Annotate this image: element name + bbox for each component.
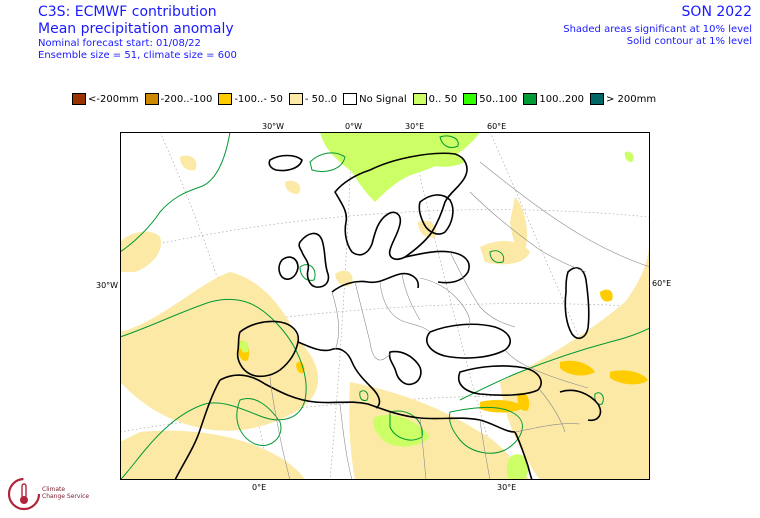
legend-swatch (218, 93, 233, 105)
legend-label: <-200mm (88, 93, 139, 105)
legend-swatch (523, 93, 538, 105)
forecast-start-label: Nominal forecast start: 01/08/22 (38, 38, 201, 49)
legend-label: No Signal (359, 93, 407, 105)
map-title: C3S: ECMWF contribution (38, 4, 217, 20)
shaded-significance-note: Shaded areas significant at 10% level (563, 24, 752, 35)
logo-emblem (7, 477, 41, 511)
legend-label: 100..200 (539, 93, 584, 105)
precipitation-anomaly-map (120, 132, 650, 480)
ensemble-size-label: Ensemble size = 51, climate size = 600 (38, 50, 237, 61)
legend-swatch (72, 93, 86, 105)
color-legend: <-200mm -200..-100 -100..- 50 - 50..0 No… (72, 92, 732, 106)
significance-contours (120, 132, 650, 480)
coastlines (174, 152, 602, 480)
legend-item: <-200mm (72, 93, 139, 105)
header-right: SON 2022 Shaded areas significant at 10%… (563, 4, 752, 48)
legend-label: > 200mm (605, 93, 657, 105)
climate-change-service-logo: Climate Change Service (4, 474, 100, 514)
legend-label: 0.. 50 (428, 93, 458, 105)
lon-label-top: 30°W (262, 122, 285, 131)
legend-item: -100..- 50 (218, 93, 283, 105)
lon-label-top: 60°E (487, 122, 507, 131)
country-borders (269, 161, 650, 480)
negative-anomaly-moderate (237, 289, 648, 413)
legend-item: 0.. 50 (412, 93, 458, 105)
lon-label-right: 60°E (652, 279, 672, 288)
legend-swatch (288, 93, 303, 105)
logo-text: Climate Change Service (42, 486, 90, 500)
legend-label: -100..- 50 (234, 93, 283, 105)
legend-item: 100..200 (523, 93, 584, 105)
legend-item: > 200mm (589, 93, 657, 105)
map-subtitle: Mean precipitation anomaly (38, 21, 234, 37)
lon-label-top: 0°W (345, 122, 362, 131)
legend-label: - 50..0 (304, 93, 338, 105)
legend-swatch (343, 93, 358, 105)
legend-swatch (144, 93, 159, 105)
legend-item: 50..100 (463, 93, 517, 105)
legend-swatch (589, 93, 604, 105)
contour-significance-note: Solid contour at 1% level (626, 36, 752, 47)
lon-label-bottom: 0°E (252, 483, 267, 492)
season-label: SON 2022 (681, 4, 752, 20)
lon-label-left: 30°W (96, 281, 119, 290)
legend-item: -200..-100 (144, 93, 213, 105)
lon-label-top: 30°E (405, 122, 425, 131)
legend-item: No Signal (343, 93, 407, 105)
header-left: C3S: ECMWF contribution Mean precipitati… (38, 4, 237, 62)
legend-swatch (463, 93, 478, 105)
legend-label: 50..100 (479, 93, 518, 105)
lon-label-bottom: 30°E (497, 483, 517, 492)
legend-swatch (412, 93, 427, 105)
legend-label: -200..-100 (160, 93, 213, 105)
legend-item: - 50..0 (288, 93, 338, 105)
